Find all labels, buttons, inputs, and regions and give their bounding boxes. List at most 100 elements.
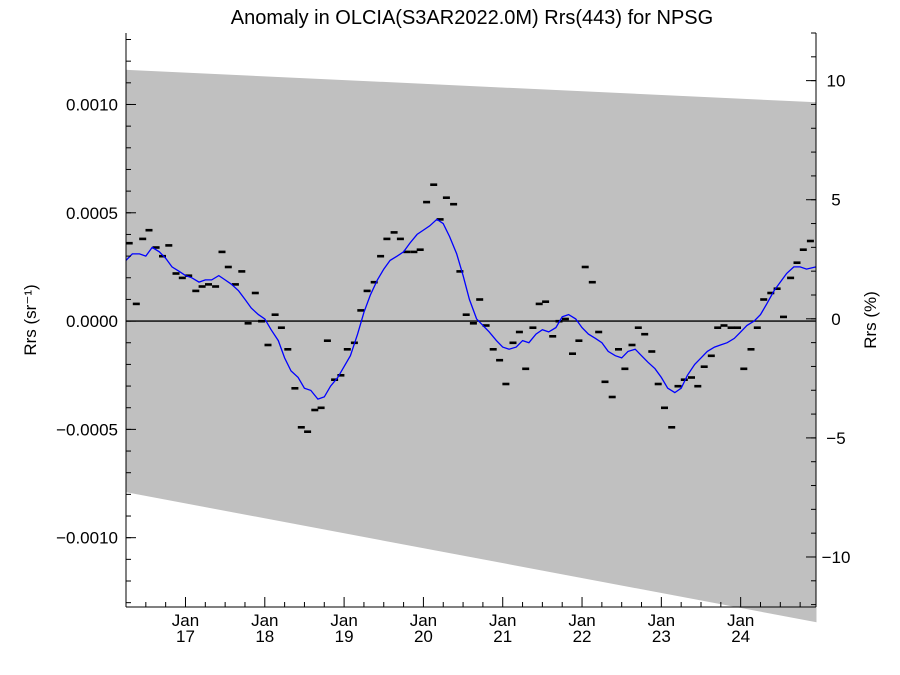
monthly-point xyxy=(291,387,299,390)
monthly-point xyxy=(383,237,391,241)
monthly-point xyxy=(661,406,668,410)
monthly-point xyxy=(450,202,458,206)
monthly-point xyxy=(535,302,543,306)
monthly-point xyxy=(423,200,431,204)
monthly-point xyxy=(396,237,404,241)
y-axis-label-left: Rrs (sr⁻¹) xyxy=(21,284,40,355)
y-tick-label-right: −10 xyxy=(822,548,851,567)
monthly-point xyxy=(377,254,385,258)
monthly-point xyxy=(787,276,795,280)
monthly-point xyxy=(688,376,695,379)
x-tick-label-year: 21 xyxy=(493,627,512,646)
monthly-point xyxy=(714,326,722,329)
monthly-point xyxy=(780,315,787,319)
monthly-point xyxy=(515,330,523,334)
monthly-point xyxy=(224,265,232,269)
monthly-point xyxy=(496,358,504,362)
smoothed-anomaly-series xyxy=(125,218,817,400)
x-tick-label-year: 22 xyxy=(573,627,592,646)
monthly-point xyxy=(264,343,272,347)
monthly-point xyxy=(271,313,279,316)
monthly-point xyxy=(654,382,662,386)
monthly-point xyxy=(185,274,193,277)
monthly-point xyxy=(489,348,497,351)
monthly-point xyxy=(442,196,450,199)
y-tick-label-left: 0.0000 xyxy=(66,312,118,331)
monthly-point xyxy=(331,378,339,381)
monthly-point xyxy=(502,382,510,386)
monthly-point xyxy=(192,289,200,293)
x-tick-label-year: 24 xyxy=(731,627,750,646)
monthly-point xyxy=(767,291,775,295)
monthly-point xyxy=(469,322,477,325)
monthly-point xyxy=(172,272,180,275)
monthly-point xyxy=(549,335,557,338)
monthly-point xyxy=(806,239,814,243)
monthly-point xyxy=(707,354,715,358)
monthly-point xyxy=(628,343,636,347)
monthly-point xyxy=(621,367,629,371)
monthly-point xyxy=(615,348,622,351)
monthly-point xyxy=(569,352,576,355)
monthly-point xyxy=(674,384,682,388)
monthly-point xyxy=(542,300,550,303)
monthly-point xyxy=(410,250,418,254)
monthly-point xyxy=(205,283,212,286)
smoothed-line xyxy=(125,218,817,400)
monthly-point xyxy=(588,280,596,284)
monthly-point xyxy=(125,241,133,245)
monthly-point xyxy=(258,319,266,323)
x-tick-label-month: Jan xyxy=(172,611,199,630)
monthly-point xyxy=(218,250,226,254)
monthly-point xyxy=(476,298,484,301)
monthly-point xyxy=(482,324,490,327)
monthly-point xyxy=(700,365,708,368)
monthly-point xyxy=(747,348,755,351)
monthly-point xyxy=(522,367,530,371)
monthly-point xyxy=(680,378,688,381)
monthly-point xyxy=(734,326,741,329)
monthly-point xyxy=(403,250,411,254)
monthly-point xyxy=(793,261,801,264)
x-tick-label-year: 19 xyxy=(335,627,354,646)
monthly-point xyxy=(198,285,206,288)
monthly-point xyxy=(317,406,325,410)
monthly-point xyxy=(760,298,768,301)
monthly-point xyxy=(753,326,761,329)
monthly-point xyxy=(740,367,748,371)
monthly-point xyxy=(561,317,569,321)
y-tick-label-right: −5 xyxy=(826,429,845,448)
monthly-point xyxy=(238,270,246,273)
x-tick-label-month: Jan xyxy=(251,611,278,630)
monthly-point xyxy=(139,237,147,241)
x-tick-label-month: Jan xyxy=(489,611,516,630)
monthly-point xyxy=(390,231,398,234)
tick-marks xyxy=(126,32,816,607)
monthly-point xyxy=(608,395,616,399)
monthly-point xyxy=(165,244,173,247)
x-tick-label-year: 17 xyxy=(176,627,195,646)
monthly-point xyxy=(773,287,781,290)
monthly-point xyxy=(694,384,702,388)
y-tick-label-left: 0.0005 xyxy=(66,204,118,223)
monthly-point xyxy=(159,254,166,258)
monthly-point xyxy=(357,309,365,312)
monthly-point xyxy=(641,332,649,336)
monthly-point xyxy=(231,283,239,286)
monthly-point xyxy=(581,265,589,269)
monthly-point xyxy=(311,408,319,412)
monthly-point xyxy=(634,326,642,329)
monthly-point xyxy=(212,285,220,288)
x-tick-label-month: Jan xyxy=(410,611,437,630)
y-tick-label-right: 5 xyxy=(831,191,840,210)
monthly-point xyxy=(152,246,160,249)
x-tick-label-month: Jan xyxy=(330,611,357,630)
monthly-point xyxy=(462,313,470,316)
x-tick-label-year: 18 xyxy=(255,627,274,646)
monthly-point xyxy=(436,218,444,221)
monthly-point xyxy=(575,339,583,342)
monthly-point xyxy=(416,248,424,251)
monthly-point xyxy=(145,228,153,232)
uncertainty-band xyxy=(126,69,817,623)
